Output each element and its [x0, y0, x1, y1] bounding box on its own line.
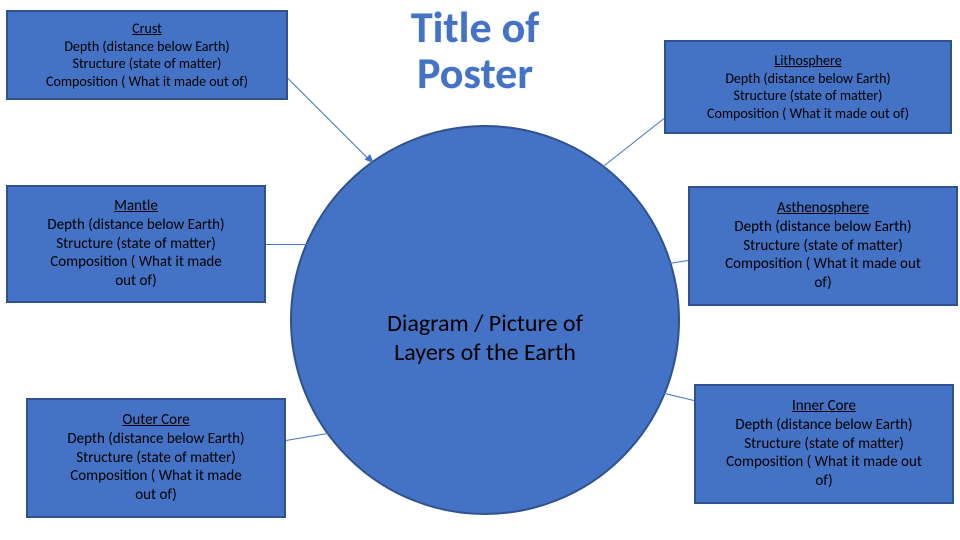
box-heading: Crust [132, 20, 162, 38]
box-inner-core: Inner CoreDepth (distance below Earth)St… [694, 384, 954, 504]
arrow-head-icon [647, 385, 658, 395]
box-line: Depth (distance below Earth) [67, 430, 244, 449]
arrow-head-icon [340, 425, 350, 434]
box-line: of) [814, 274, 831, 293]
box-line: Structure (state of matter) [743, 237, 903, 256]
box-line: Composition ( What it made out [725, 255, 921, 274]
box-line: Structure (state of matter) [744, 435, 904, 454]
arrow-head-icon [340, 240, 349, 248]
box-asthenosphere: AsthenosphereDepth (distance below Earth… [688, 186, 958, 306]
box-line: Composition ( What it made out [726, 453, 922, 472]
box-line: Composition ( What it made out of) [707, 105, 909, 123]
box-line: Depth (distance below Earth) [47, 216, 224, 235]
box-line: Composition ( What it made [70, 467, 242, 486]
title-line1: Title of [350, 4, 600, 50]
box-line: Structure (state of matter) [734, 87, 883, 105]
box-line: Structure (state of matter) [73, 55, 222, 73]
box-line: Depth (distance below Earth) [734, 218, 911, 237]
box-heading: Asthenosphere [777, 199, 869, 218]
box-line: Structure (state of matter) [76, 449, 236, 468]
box-heading: Lithosphere [774, 52, 841, 70]
arrow-head-icon [633, 263, 643, 272]
box-heading: Outer Core [122, 411, 189, 430]
diagram-label: Diagram / Picture of Layers of the Earth [320, 310, 650, 368]
diagram-label-line1: Diagram / Picture of [320, 310, 650, 339]
box-line: Composition ( What it made out of) [46, 73, 248, 91]
box-line: Depth (distance below Earth) [735, 416, 912, 435]
box-lithosphere: LithosphereDepth (distance below Earth)S… [664, 40, 952, 134]
box-line: out of) [115, 272, 156, 291]
box-heading: Inner Core [792, 397, 856, 416]
box-line: Structure (state of matter) [56, 235, 216, 254]
box-mantle: MantleDepth (distance below Earth)Struct… [6, 185, 266, 303]
box-crust: CrustDepth (distance below Earth)Structu… [6, 10, 288, 100]
box-outer-core: Outer CoreDepth (distance below Earth)St… [26, 398, 286, 518]
box-line: Depth (distance below Earth) [64, 38, 229, 56]
poster-title: Title of Poster [350, 4, 600, 96]
box-heading: Mantle [114, 197, 158, 216]
box-line: Depth (distance below Earth) [725, 70, 890, 88]
title-line2: Poster [350, 50, 600, 96]
diagram-label-line2: Layers of the Earth [320, 339, 650, 368]
box-line: out of) [135, 486, 176, 505]
box-line: Composition ( What it made [50, 253, 222, 272]
arrow-line [266, 244, 344, 245]
box-line: of) [815, 472, 832, 491]
